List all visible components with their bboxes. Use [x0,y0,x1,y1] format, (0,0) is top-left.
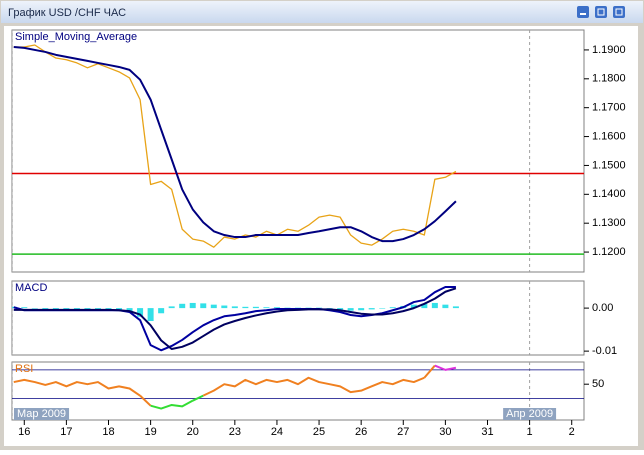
x-tick-label: 30 [439,426,451,438]
histogram-bar [389,307,396,309]
histogram-bar [200,303,207,309]
panel-content [12,281,531,355]
histogram-bar [147,308,154,322]
indicator-label: Simple_Moving_Average [15,31,137,43]
histogram-bar [263,307,270,309]
x-tick-label: 24 [271,426,283,438]
histogram-bar [305,307,312,309]
window-title: График USD /CHF ЧАС [8,7,126,19]
series-line [13,287,457,350]
histogram-bar [137,308,144,317]
indicator-label: RSI [15,363,33,375]
histogram-bar [42,308,49,310]
series-connector [192,394,204,402]
x-tick-label: 23 [229,426,241,438]
period-label: Мар 2009 [17,408,66,420]
series-line [434,364,457,371]
panel [11,280,585,356]
x-tick-label: 25 [313,426,325,438]
histogram-bar [295,307,301,309]
panel-content [12,30,584,272]
histogram-bar [189,302,196,309]
y-tick-label: -0.01 [592,345,617,357]
x-tick-label: 2 [569,426,575,438]
y-tick-label: 1.1700 [592,102,626,114]
histogram-bar [242,306,249,309]
histogram-bar [116,308,123,311]
series-line [150,399,194,410]
minimize-button[interactable] [577,6,589,18]
histogram-bar [126,308,133,312]
y-tick-label: 1.1300 [592,217,626,229]
histogram-bar [31,308,38,309]
x-tick-label: 31 [481,426,493,438]
histogram-bar [379,308,386,309]
y-tick-label: 0.00 [592,302,613,314]
histogram-bar [442,304,449,309]
histogram-bar [158,308,165,314]
histogram-bar [347,308,354,311]
histogram-bar [358,308,365,311]
y-tick-label: 1.1800 [592,73,626,85]
histogram-bar [168,306,175,309]
series-connector [139,394,152,407]
histogram-bar [221,305,228,309]
title-bar [1,1,643,23]
period-label: Апр 2009 [506,408,553,420]
histogram-bar [252,306,259,309]
series-line [13,44,457,248]
y-tick-label: 1.1900 [592,44,626,56]
histogram-bar [431,302,438,309]
y-tick-label: 1.1500 [592,159,626,171]
histogram-bar [368,308,375,310]
histogram-bar [73,308,80,310]
histogram-bar [273,307,280,309]
histogram-bar [284,307,291,309]
histogram-bar [21,307,28,309]
period-label-box [14,408,70,420]
y-tick-label: 1.1600 [592,130,626,142]
histogram-bar [316,307,323,309]
restore-button[interactable] [595,6,607,18]
histogram-bar [179,303,186,309]
x-tick-label: 20 [187,426,199,438]
histogram-bar [105,308,112,310]
y-tick-label: 1.1200 [592,246,626,258]
series-line [13,46,457,243]
histogram-bar [421,303,428,309]
indicator-label: MACD [15,282,47,294]
x-tick-label: 18 [102,426,114,438]
series-line [13,378,141,397]
x-tick-label: 16 [18,426,30,438]
y-tick-label: 50 [592,378,604,390]
close-button[interactable] [613,6,625,18]
histogram-bar [410,304,417,309]
series-connector [423,364,436,379]
period-label-box [503,408,557,420]
x-tick-label: 1 [527,426,533,438]
histogram-bar [231,306,238,309]
histogram-bar [452,306,459,309]
histogram-bar [337,308,344,310]
x-tick-label: 26 [355,426,367,438]
y-tick-label: 1.1400 [592,188,626,200]
x-tick-label: 27 [397,426,409,438]
series-line [202,376,425,397]
window-buttons[interactable] [577,6,625,18]
histogram-bar [210,304,217,309]
x-tick-label: 19 [144,426,156,438]
histogram-bar [94,308,101,309]
x-tick-label: 17 [60,426,72,438]
panel [11,361,585,421]
